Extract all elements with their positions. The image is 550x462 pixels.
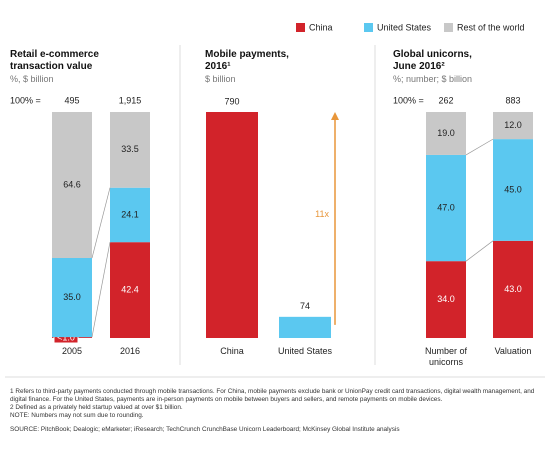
bar-segment	[493, 240, 533, 338]
value-label: 19.0	[437, 128, 455, 138]
value-label: 34.0	[437, 294, 455, 304]
legend-swatch	[364, 23, 373, 32]
legend-label: China	[309, 22, 333, 32]
panel-title: Global unicorns, June 2016²	[393, 49, 472, 72]
legend-swatch	[444, 23, 453, 32]
x-tick-label: Number of unicorns	[424, 346, 468, 367]
footnote: NOTE: Numbers may not sum due to roundin…	[10, 412, 144, 419]
total-value: 262	[438, 95, 453, 105]
value-label: 42.4	[121, 284, 139, 294]
connector	[91, 242, 111, 338]
value-label: 47.0	[437, 202, 455, 212]
x-tick-label: Valuation	[494, 346, 532, 356]
legend-swatch	[296, 23, 305, 32]
panel-subtitle: $ billion	[205, 74, 236, 84]
panel-title: Retail e-commerce transaction value	[10, 49, 99, 72]
value-label: 45.0	[504, 184, 522, 194]
bar-segment	[110, 112, 150, 188]
value-label: <1.0	[57, 332, 75, 342]
x-tick-label: China	[220, 346, 244, 356]
total-label: 100% =	[10, 95, 41, 105]
total-value: 1,915	[119, 95, 142, 105]
bar-segment	[426, 154, 466, 262]
bar-segment	[426, 112, 466, 155]
footnotes: 1 Refers to third-party payments conduct…	[10, 388, 538, 434]
x-tick-label: 2005	[61, 346, 83, 356]
legend-label: United States	[377, 22, 432, 32]
panel-subtitle: %; number; $ billion	[393, 74, 473, 84]
bar	[206, 112, 258, 338]
bar-segment	[110, 187, 150, 243]
x-tick-label: United States	[277, 346, 333, 356]
connector	[91, 187, 111, 259]
bar-segment	[52, 257, 92, 338]
legend-label: Rest of the world	[457, 22, 525, 32]
bar-segment	[493, 139, 533, 241]
bar-segment	[426, 261, 466, 338]
value-label: 790	[224, 96, 239, 106]
panel-title: Mobile payments, 2016¹	[205, 49, 289, 72]
total-value: 495	[64, 95, 79, 105]
connector	[465, 240, 494, 262]
bar-segment	[493, 112, 533, 140]
value-label: 74	[300, 301, 310, 311]
bar-segment	[110, 242, 150, 338]
x-tick-label: 2016	[119, 346, 141, 356]
panel-subtitle: %, $ billion	[10, 74, 54, 84]
footnote: 2 Defined as a privately held startup va…	[10, 404, 183, 411]
total-label: 100% =	[393, 95, 424, 105]
bar-segment	[52, 112, 92, 258]
footnote: 1 Refers to third-party payments conduct…	[10, 388, 535, 403]
arrow-head	[331, 112, 339, 120]
annotation: 11x	[315, 209, 329, 219]
value-label: 64.6	[63, 179, 81, 189]
source: SOURCE: PitchBook; Dealogic; eMarketer; …	[10, 426, 400, 433]
connector	[465, 138, 494, 156]
total-value: 883	[505, 95, 520, 105]
value-label: 43.0	[504, 284, 522, 294]
value-label: 33.5	[121, 144, 139, 154]
value-label: 12.0	[504, 120, 522, 130]
value-label: 24.1	[121, 209, 139, 219]
bar	[279, 316, 331, 338]
value-label: 35.0	[63, 292, 81, 302]
